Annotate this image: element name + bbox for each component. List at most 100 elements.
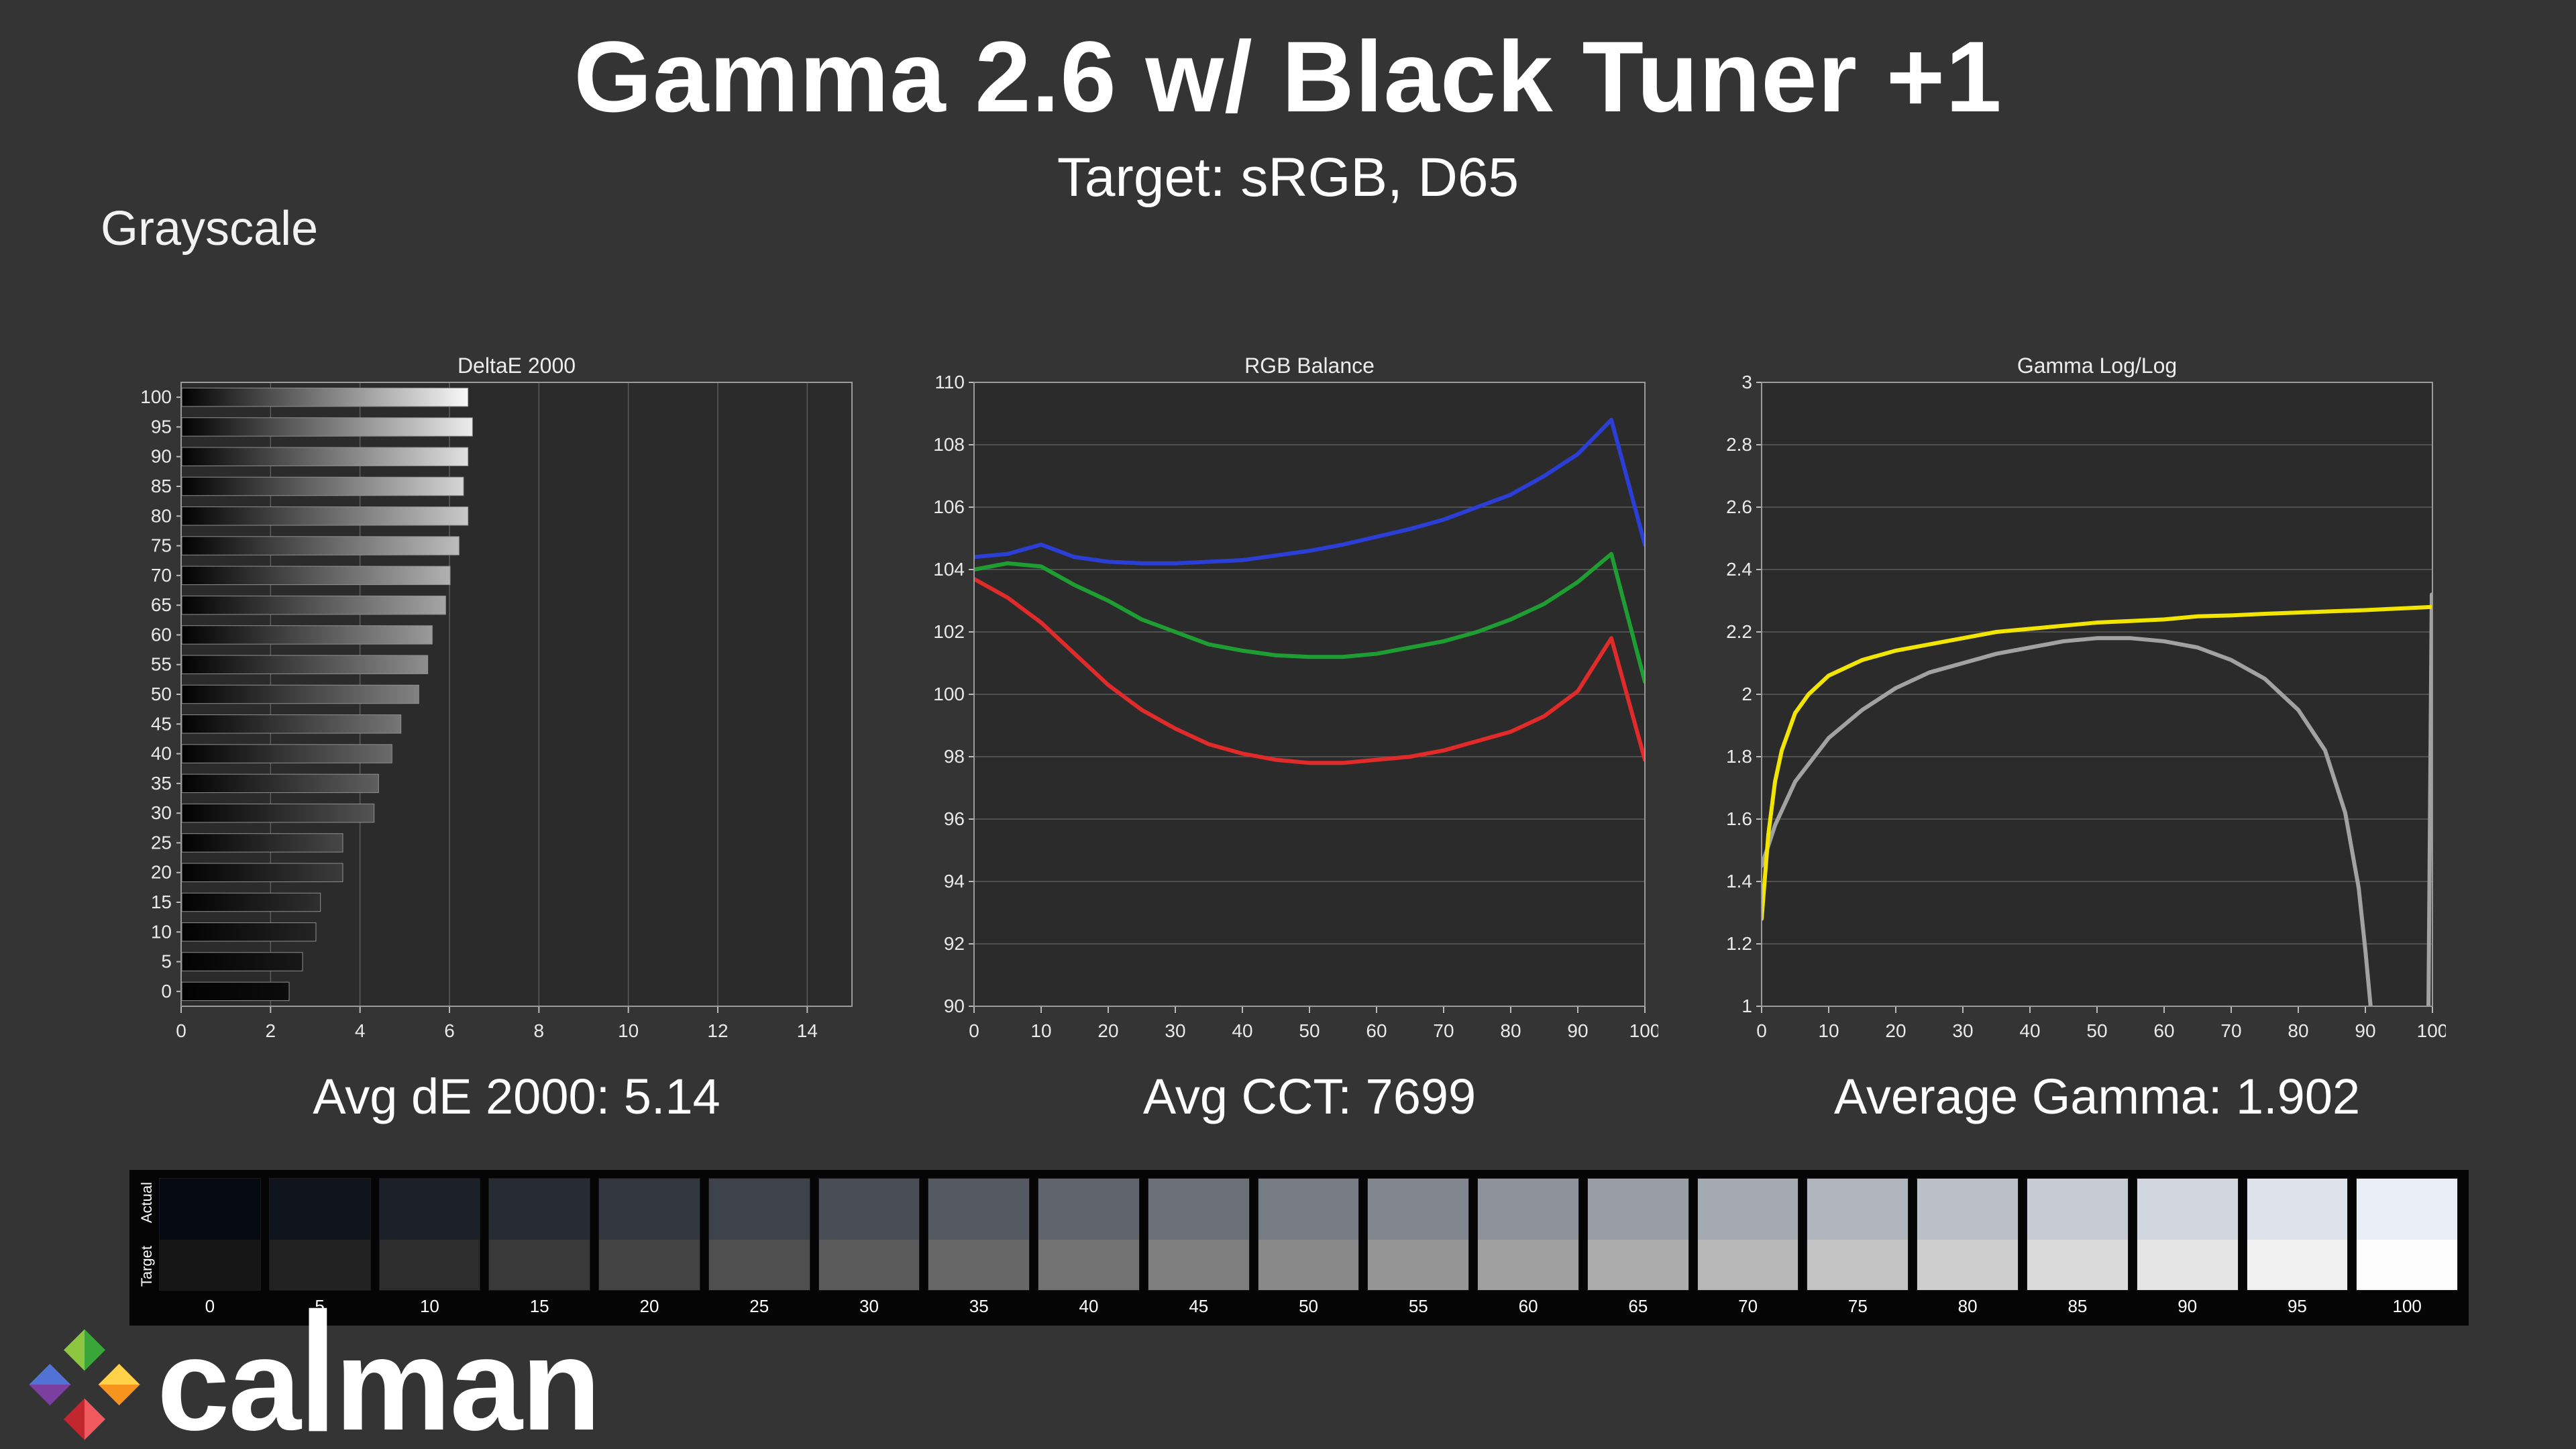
svg-text:85: 85 [151, 476, 172, 496]
swatch-colors-85 [2027, 1178, 2129, 1291]
swatch-colors-10 [378, 1178, 481, 1291]
svg-text:45: 45 [151, 713, 172, 734]
swatch-actual-10 [379, 1179, 480, 1240]
swatch-actual-95 [2247, 1179, 2348, 1240]
target-row-label: Target [138, 1245, 155, 1287]
avg-deltae-stat: Avg dE 2000: 5.14 [313, 1069, 720, 1124]
swatch-actual-5 [269, 1179, 370, 1240]
swatch-label-60: 60 [1518, 1296, 1538, 1316]
swatch-colors-80 [1917, 1178, 2019, 1291]
svg-text:25: 25 [151, 832, 172, 853]
svg-text:40: 40 [2019, 1020, 2040, 1041]
svg-text:20: 20 [151, 862, 172, 883]
swatch-colors-20 [598, 1178, 700, 1291]
swatch-80: 80 [1917, 1178, 2019, 1326]
svg-text:20: 20 [1885, 1020, 1906, 1041]
swatch-target-85 [2027, 1240, 2128, 1290]
swatch-label-35: 35 [969, 1296, 989, 1316]
swatch-colors-5 [268, 1178, 371, 1291]
svg-text:100: 100 [2417, 1020, 2446, 1041]
svg-text:35: 35 [151, 773, 172, 794]
swatch-target-65 [1587, 1240, 1688, 1290]
swatch-label-20: 20 [639, 1296, 659, 1316]
logo-text-l: l [299, 1277, 336, 1449]
svg-text:92: 92 [944, 933, 965, 954]
swatch-target-40 [1038, 1240, 1139, 1290]
swatch-actual-80 [1917, 1179, 2019, 1240]
svg-text:60: 60 [151, 624, 172, 645]
svg-text:14: 14 [797, 1020, 818, 1041]
swatch-target-90 [2137, 1240, 2238, 1290]
swatch-actual-70 [1697, 1179, 1799, 1240]
swatch-35: 35 [928, 1178, 1030, 1326]
swatch-actual-20 [599, 1179, 700, 1240]
swatch-label-10: 10 [419, 1296, 439, 1316]
swatch-target-10 [379, 1240, 480, 1290]
swatch-actual-90 [2137, 1179, 2238, 1240]
svg-text:5: 5 [161, 951, 172, 972]
swatch-label-0: 0 [205, 1296, 215, 1316]
swatch-5: 5 [268, 1178, 371, 1326]
page-title: Gamma 2.6 w/ Black Tuner +1 [574, 20, 2002, 133]
swatch-target-60 [1478, 1240, 1578, 1290]
svg-text:75: 75 [151, 535, 172, 556]
svg-text:10: 10 [1818, 1020, 1839, 1041]
svg-text:3: 3 [1741, 372, 1752, 392]
swatch-target-0 [160, 1240, 260, 1290]
svg-text:1.6: 1.6 [1726, 808, 1752, 829]
grayscale-swatch-strip: Actual Target 0 5 10 15 20 25 30 35 40 45 50 55 60 65… [129, 1170, 2469, 1326]
swatch-actual-55 [1368, 1179, 1469, 1240]
swatch-label-45: 45 [1189, 1296, 1209, 1316]
svg-text:40: 40 [151, 743, 172, 764]
svg-text:90: 90 [1567, 1020, 1588, 1041]
average-gamma-stat: Average Gamma: 1.902 [1833, 1069, 2361, 1124]
svg-text:0: 0 [1756, 1020, 1767, 1041]
section-label-grayscale: Grayscale [101, 202, 319, 256]
svg-text:90: 90 [151, 446, 172, 467]
swatch-tiles: 0 5 10 15 20 25 30 35 40 45 50 55 60 65 70 75 80 85 90 95 10… [159, 1178, 2459, 1326]
swatch-target-45 [1148, 1240, 1249, 1290]
swatch-label-5: 5 [315, 1296, 325, 1316]
swatch-10: 10 [378, 1178, 481, 1326]
svg-text:55: 55 [151, 654, 172, 675]
swatch-60: 60 [1477, 1178, 1579, 1326]
swatch-actual-100 [2357, 1179, 2458, 1240]
svg-text:80: 80 [2288, 1020, 2308, 1041]
swatch-colors-60 [1477, 1178, 1579, 1291]
svg-text:80: 80 [1500, 1020, 1521, 1041]
svg-text:100: 100 [933, 684, 965, 704]
swatch-45: 45 [1147, 1178, 1250, 1326]
swatch-colors-90 [2136, 1178, 2239, 1291]
swatch-label-70: 70 [1738, 1296, 1758, 1316]
svg-text:1.8: 1.8 [1726, 746, 1752, 767]
svg-text:50: 50 [1299, 1020, 1320, 1041]
rgb-balance-line-chart: RGB Balance 90 92 94 96 98 100 102 104 106 108 110 0… [933, 354, 1658, 1041]
swatch-15: 15 [488, 1178, 591, 1326]
swatch-75: 75 [1807, 1178, 1909, 1326]
swatch-95: 95 [2246, 1178, 2349, 1326]
svg-text:102: 102 [933, 621, 965, 642]
swatch-actual-15 [489, 1179, 590, 1240]
svg-text:106: 106 [933, 496, 965, 517]
svg-text:0: 0 [176, 1020, 186, 1041]
svg-text:10: 10 [151, 921, 172, 942]
swatch-target-20 [599, 1240, 700, 1290]
swatch-label-50: 50 [1299, 1296, 1318, 1316]
swatch-actual-85 [2027, 1179, 2128, 1240]
swatch-target-50 [1258, 1240, 1359, 1290]
swatch-colors-100 [2356, 1178, 2459, 1291]
svg-text:1.4: 1.4 [1726, 871, 1752, 892]
swatch-actual-25 [708, 1179, 810, 1240]
svg-text:94: 94 [944, 871, 965, 892]
swatch-target-75 [1807, 1240, 1909, 1290]
swatch-label-85: 85 [2068, 1296, 2088, 1316]
svg-text:Gamma Log/Log: Gamma Log/Log [2017, 354, 2177, 378]
svg-text:30: 30 [1165, 1020, 1185, 1041]
swatch-65: 65 [1587, 1178, 1689, 1326]
swatch-25: 25 [708, 1178, 810, 1326]
svg-text:10: 10 [618, 1020, 639, 1041]
svg-text:80: 80 [151, 505, 172, 526]
swatch-target-80 [1917, 1240, 2019, 1290]
swatch-colors-40 [1038, 1178, 1140, 1291]
swatch-colors-30 [818, 1178, 920, 1291]
